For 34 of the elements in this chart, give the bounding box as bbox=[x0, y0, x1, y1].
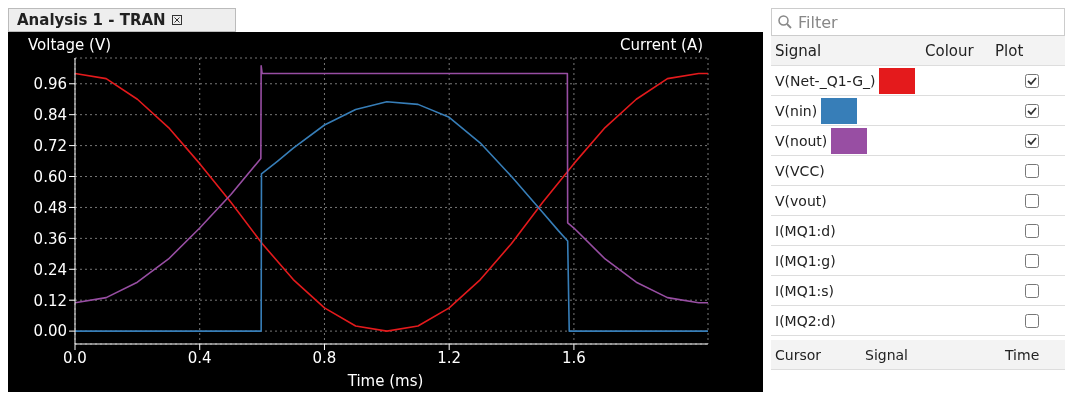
legend-label: V(Net-_Q1-G_) bbox=[774, 72, 876, 89]
y2-axis-title: Current (A) bbox=[619, 36, 703, 54]
x-tick-label: 0.0 bbox=[63, 348, 87, 367]
text: I(MQ1:s) bbox=[774, 282, 835, 299]
y-tick-label: 0.12 bbox=[33, 291, 67, 310]
legend-label: V(nin) bbox=[774, 102, 818, 119]
y-tick-label: 0.72 bbox=[33, 136, 67, 155]
y-tick-label: 0.48 bbox=[33, 198, 67, 217]
y-tick-label: 0.00 bbox=[33, 322, 67, 341]
legend-label: V(nout) bbox=[774, 132, 828, 149]
text: V(VCC) bbox=[774, 162, 825, 179]
y-tick-label: 0.96 bbox=[33, 75, 67, 94]
text: I(MQ1:d) bbox=[774, 222, 836, 239]
text: Signal bbox=[865, 346, 909, 363]
text: I(MQ1:g) bbox=[774, 252, 836, 269]
x-tick-label: 1.6 bbox=[561, 348, 586, 367]
text: Signal bbox=[774, 41, 823, 60]
x-axis-title: Time (ms) bbox=[346, 372, 425, 390]
text: Plot bbox=[995, 41, 1024, 60]
y-tick-label: 0.84 bbox=[33, 106, 67, 125]
text: Cursor bbox=[774, 346, 823, 363]
y-tick-label: 0.24 bbox=[33, 260, 67, 279]
text: V(vout) bbox=[774, 192, 827, 209]
x-tick-label: 0.4 bbox=[187, 348, 212, 367]
x-tick-label: 0.8 bbox=[312, 348, 337, 367]
y-tick-label: 0.36 bbox=[33, 229, 67, 248]
x-tick-label: 1.2 bbox=[437, 348, 462, 367]
text: I(MQ2:d) bbox=[774, 312, 836, 329]
text: Colour bbox=[925, 41, 975, 60]
chart-title: Analysis 1 - TRAN bbox=[17, 11, 166, 29]
y-axis-title: Voltage (V) bbox=[28, 36, 111, 54]
text: Filter bbox=[798, 12, 838, 32]
text: Time bbox=[1005, 346, 1040, 363]
y-tick-label: 0.60 bbox=[33, 167, 67, 186]
